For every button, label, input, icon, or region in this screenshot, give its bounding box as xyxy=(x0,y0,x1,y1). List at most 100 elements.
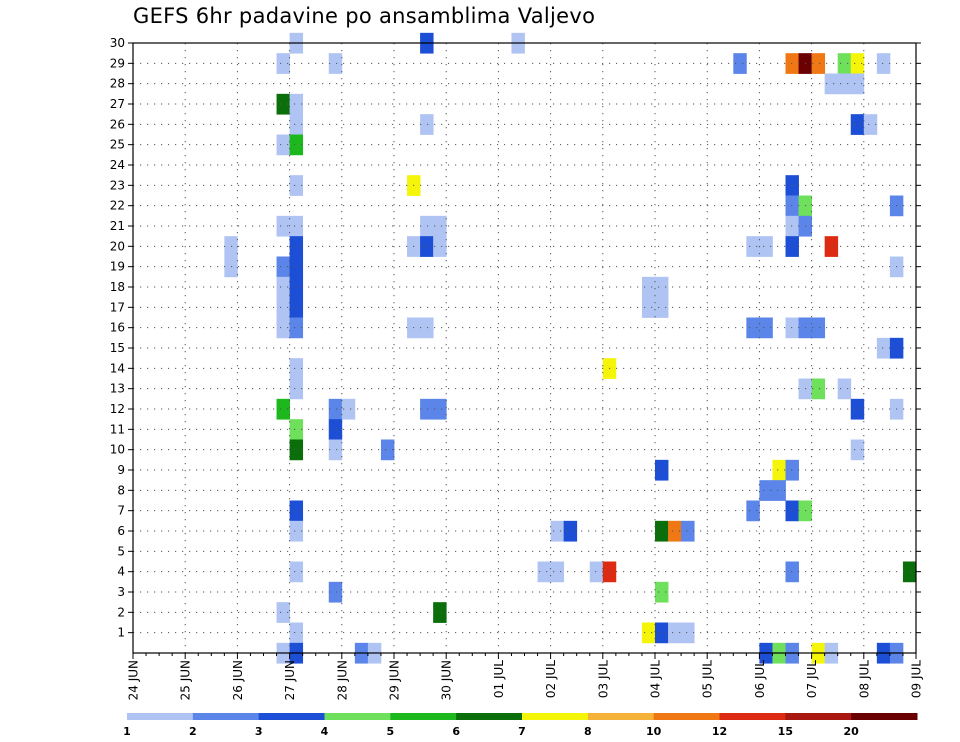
heatmap-cell xyxy=(289,500,304,522)
heatmap-cell xyxy=(785,215,799,237)
heatmap-cell xyxy=(420,114,434,135)
y-tick-label: 23 xyxy=(110,178,125,192)
heatmap-cell xyxy=(328,398,343,420)
heatmap-cell xyxy=(641,622,656,644)
heatmap-cell xyxy=(289,439,304,461)
heatmap-cell xyxy=(850,73,865,95)
heatmap-cell xyxy=(276,317,290,339)
heatmap-cell xyxy=(276,398,290,420)
heatmap-cell xyxy=(746,317,760,339)
heatmap-cell xyxy=(681,622,695,644)
y-tick-label: 3 xyxy=(117,585,125,599)
colorbar-label: 15 xyxy=(778,725,793,738)
x-tick-label: 01 JUL xyxy=(492,660,506,698)
heatmap-cell xyxy=(433,215,447,237)
heatmap-cell xyxy=(289,215,304,237)
colorbar-label: 5 xyxy=(387,725,395,738)
heatmap-cell xyxy=(550,561,565,583)
heatmap-cell xyxy=(276,215,290,237)
y-tick-label: 5 xyxy=(117,544,125,558)
heatmap-cell xyxy=(837,73,852,95)
heatmap-cell xyxy=(772,459,786,481)
heatmap-cell xyxy=(785,459,799,481)
colorbar: 1 2 3 4 5 6 7 8 10 12 15 20 xyxy=(123,713,918,738)
heatmap-cells xyxy=(224,32,917,664)
x-tick-label: 09 JUL xyxy=(910,660,924,698)
heatmap-cell xyxy=(276,93,290,115)
y-tick-label: 4 xyxy=(117,565,125,579)
colorbar-segment xyxy=(719,713,786,720)
chart-title: GEFS 6hr padavine po ansamblima Valjevo xyxy=(133,4,596,28)
colorbar-segment xyxy=(390,713,457,720)
heatmap-cell xyxy=(289,561,304,583)
colorbar-segment xyxy=(653,713,720,720)
colorbar-segment xyxy=(456,713,523,720)
heatmap-cell xyxy=(902,561,917,583)
y-tick-label: 25 xyxy=(110,138,125,152)
colorbar-label: 6 xyxy=(452,725,460,738)
heatmap-cell xyxy=(328,419,343,440)
colorbar-segment xyxy=(587,713,655,720)
heatmap-cell xyxy=(824,236,839,257)
heatmap-cell xyxy=(289,622,304,644)
y-tick-label: 15 xyxy=(110,341,125,355)
heatmap-cell xyxy=(420,236,434,257)
heatmap-cell xyxy=(420,398,434,420)
heatmap-cell xyxy=(655,297,669,318)
y-tick-label: 24 xyxy=(110,158,125,172)
y-tick-label: 13 xyxy=(110,382,125,396)
y-axis: 1234567891011121314151617181920212223242… xyxy=(110,36,921,640)
heatmap-cell xyxy=(655,276,669,298)
colorbar-segment xyxy=(258,713,325,720)
heatmap-cell xyxy=(772,480,786,501)
heatmap-cell xyxy=(759,236,773,257)
x-tick-label: 24 JUN xyxy=(127,660,141,700)
x-tick-label: 29 JUN xyxy=(388,660,402,700)
heatmap-cell xyxy=(655,459,669,481)
heatmap-cell xyxy=(289,276,304,298)
colorbar-label: 10 xyxy=(646,725,662,738)
heatmap-cell xyxy=(328,581,343,603)
y-tick-label: 16 xyxy=(110,321,125,335)
y-tick-label: 26 xyxy=(110,117,125,131)
x-tick-label: 28 JUN xyxy=(335,660,349,700)
colorbar-segment xyxy=(324,713,391,720)
y-tick-label: 22 xyxy=(110,199,125,213)
heatmap-cell xyxy=(289,419,304,440)
y-tick-label: 18 xyxy=(110,280,125,294)
y-tick-label: 1 xyxy=(117,626,125,640)
colorbar-segment xyxy=(522,713,589,720)
heatmap-cell xyxy=(655,581,669,603)
heatmap-cell xyxy=(641,276,656,298)
colorbar-segment xyxy=(192,713,260,720)
heatmap-cell xyxy=(276,297,290,318)
heatmap-cell xyxy=(328,53,343,74)
heatmap-cell xyxy=(289,93,304,115)
y-tick-label: 2 xyxy=(117,605,125,619)
heatmap-cell xyxy=(785,236,799,257)
heatmap-cell xyxy=(641,297,656,318)
heatmap-cell xyxy=(289,297,304,318)
heatmap-cell xyxy=(811,53,826,74)
heatmap-cell xyxy=(276,134,290,156)
heatmap-cell xyxy=(289,175,304,196)
x-axis: 24 JUN 25 JUN 26 JUN 27 JUN 28 JUN 29 JUN 30 J… xyxy=(127,653,924,700)
x-tick-label: 06 JUL xyxy=(753,660,767,698)
heatmap-cell xyxy=(850,114,865,135)
heatmap-cell xyxy=(655,622,669,644)
y-tick-label: 30 xyxy=(110,36,125,50)
colorbar-label: 2 xyxy=(189,725,197,738)
heatmap-cell xyxy=(863,114,878,135)
heatmap-cell xyxy=(746,500,760,522)
heatmap-cell xyxy=(785,195,799,217)
x-tick-label: 05 JUL xyxy=(701,660,715,698)
heatmap-cell xyxy=(289,358,304,379)
heatmap-cell xyxy=(876,337,891,359)
heatmap-cell xyxy=(341,398,356,420)
heatmap-cell xyxy=(550,520,565,542)
heatmap-cell xyxy=(276,256,290,278)
y-tick-label: 29 xyxy=(110,56,125,70)
x-tick-label: 04 JUL xyxy=(649,660,663,698)
x-tick-label: 25 JUN xyxy=(179,660,193,700)
